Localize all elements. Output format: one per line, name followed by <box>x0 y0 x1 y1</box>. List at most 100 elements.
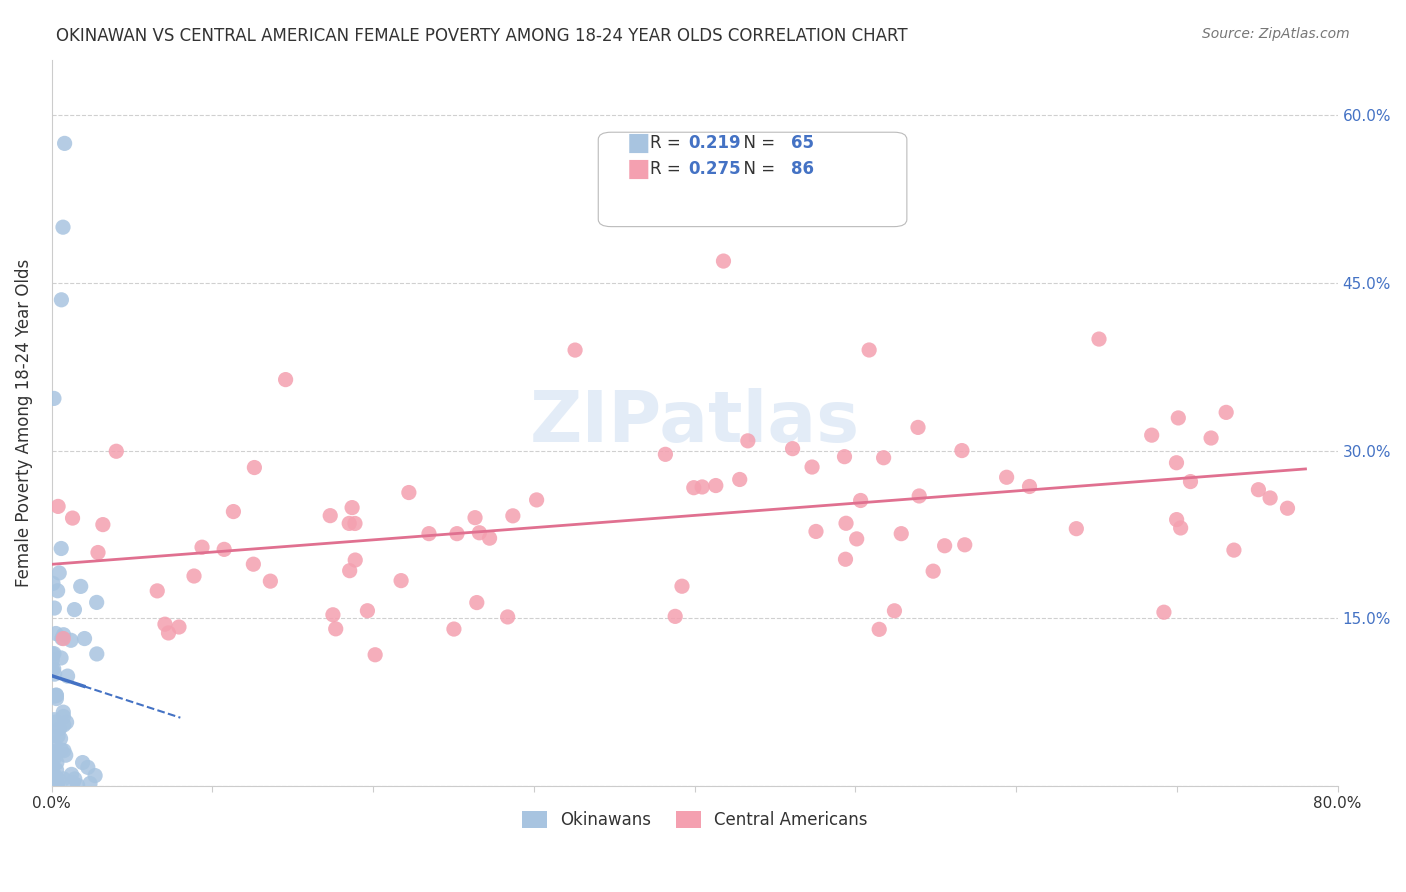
Point <box>872 450 894 465</box>
Point <box>44 689 66 703</box>
Point <box>52 744 75 758</box>
Point <box>167 620 190 634</box>
Point <box>364 648 387 662</box>
Point <box>69 579 91 593</box>
Point <box>883 604 905 618</box>
Point <box>42 662 65 676</box>
Point <box>42 392 65 406</box>
Point <box>1277 501 1299 516</box>
Point <box>45 626 67 640</box>
Point <box>42 753 65 767</box>
Point <box>465 596 488 610</box>
Point <box>908 489 931 503</box>
Point <box>834 450 856 464</box>
Point <box>1166 456 1188 470</box>
Point <box>1258 491 1281 505</box>
Text: 0.275: 0.275 <box>689 160 741 178</box>
Point <box>41 759 63 773</box>
Point <box>51 293 73 307</box>
Point <box>890 526 912 541</box>
Point <box>834 552 856 566</box>
Point <box>45 691 67 706</box>
Point <box>55 715 77 730</box>
Point <box>325 622 347 636</box>
Point <box>950 443 973 458</box>
Point <box>274 373 297 387</box>
Point <box>868 623 890 637</box>
Point <box>79 776 101 790</box>
Point <box>907 420 929 434</box>
Point <box>52 772 75 786</box>
Point <box>337 516 360 531</box>
Point <box>995 470 1018 484</box>
Point <box>191 540 214 554</box>
Point <box>953 538 976 552</box>
Point <box>418 526 440 541</box>
Point <box>62 511 84 525</box>
Point <box>45 756 67 770</box>
Point <box>52 220 75 235</box>
Point <box>804 524 827 539</box>
Point <box>858 343 880 357</box>
Point <box>468 525 491 540</box>
Point <box>212 542 235 557</box>
Point <box>1153 605 1175 619</box>
Point <box>72 756 94 770</box>
Point <box>41 662 63 676</box>
Point <box>242 558 264 572</box>
Point <box>339 564 361 578</box>
Point <box>319 508 342 523</box>
Point <box>49 651 72 665</box>
Point <box>922 564 945 578</box>
Point <box>157 626 180 640</box>
Text: R =: R = <box>650 134 686 153</box>
Point <box>63 772 86 786</box>
Point <box>502 508 524 523</box>
Point <box>44 713 66 727</box>
Point <box>1215 405 1237 419</box>
Point <box>51 541 73 556</box>
Point <box>849 493 872 508</box>
Point <box>1140 428 1163 442</box>
Point <box>654 447 676 461</box>
Point <box>44 667 66 681</box>
Point <box>1066 522 1088 536</box>
Point <box>496 610 519 624</box>
Text: R =: R = <box>650 160 686 178</box>
Point <box>42 745 65 759</box>
Point <box>41 647 63 661</box>
Point <box>389 574 412 588</box>
Point <box>1199 431 1222 445</box>
Point <box>87 545 110 559</box>
Point <box>52 709 75 723</box>
Point <box>46 729 69 743</box>
Text: OKINAWAN VS CENTRAL AMERICAN FEMALE POVERTY AMONG 18-24 YEAR OLDS CORRELATION CH: OKINAWAN VS CENTRAL AMERICAN FEMALE POVE… <box>56 27 908 45</box>
Point <box>48 772 70 787</box>
Point <box>52 632 75 646</box>
Point <box>66 778 89 792</box>
Point <box>356 604 378 618</box>
Point <box>1167 411 1189 425</box>
Point <box>60 767 83 781</box>
Point <box>56 669 79 683</box>
Point <box>664 609 686 624</box>
Point <box>48 722 70 736</box>
Point <box>713 254 735 268</box>
Point <box>1166 513 1188 527</box>
Point <box>183 569 205 583</box>
Text: ■: ■ <box>627 131 650 155</box>
Point <box>1018 479 1040 493</box>
Point <box>44 745 66 759</box>
Point <box>55 748 77 763</box>
Point <box>259 574 281 589</box>
Point <box>934 539 956 553</box>
Point <box>45 688 67 702</box>
Point <box>243 460 266 475</box>
Text: 65: 65 <box>792 134 814 153</box>
Point <box>41 768 63 782</box>
Text: ZIPatlas: ZIPatlas <box>530 388 859 458</box>
Point <box>42 647 65 661</box>
Legend: Okinawans, Central Americans: Okinawans, Central Americans <box>515 804 875 836</box>
Point <box>1223 543 1246 558</box>
Point <box>42 576 65 591</box>
